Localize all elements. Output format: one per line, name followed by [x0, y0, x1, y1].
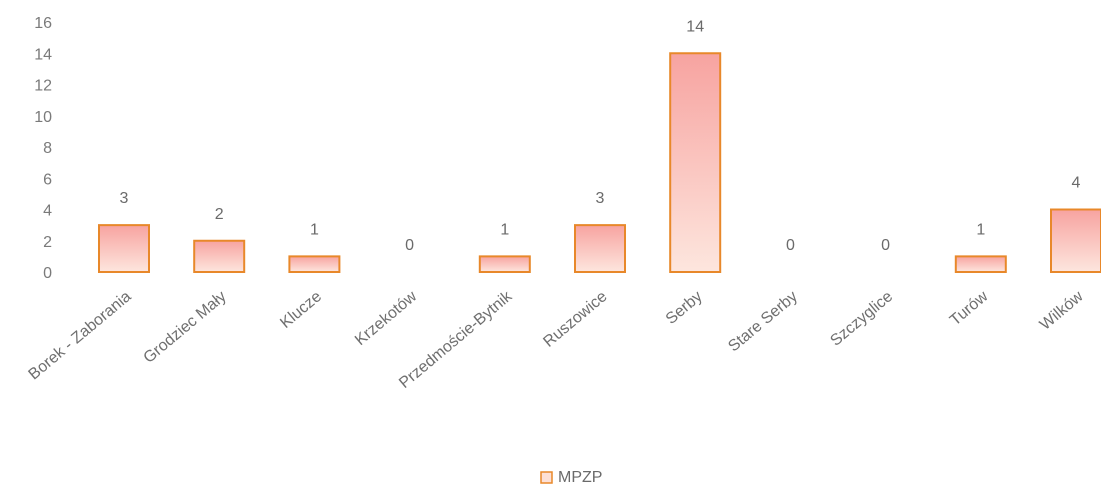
bar: [193, 239, 246, 273]
y-tick-label: 8: [43, 140, 52, 157]
data-label: 4: [1072, 175, 1081, 192]
data-label: 0: [405, 237, 414, 254]
y-tick-label: 4: [43, 203, 52, 220]
x-tick-label: Turów: [947, 288, 992, 330]
data-label: 3: [596, 190, 605, 207]
x-tick-label: Serby: [663, 288, 706, 328]
bar: [574, 224, 626, 273]
x-tick-label: Wilków: [1037, 288, 1087, 334]
x-tick-label: Borek - Zaborania: [26, 288, 135, 383]
bar: [1050, 208, 1101, 273]
y-tick-label: 16: [34, 15, 52, 32]
y-tick-label: 12: [34, 78, 52, 95]
bar: [288, 255, 341, 273]
y-tick-label: 2: [43, 234, 52, 251]
data-label: 2: [215, 206, 224, 223]
legend-swatch: [540, 471, 553, 484]
bar: [954, 255, 1007, 273]
x-tick-label: Krzekotów: [352, 288, 420, 349]
data-label: 0: [881, 237, 890, 254]
y-tick-label: 0: [43, 265, 52, 282]
x-axis: Borek - Zaborania Grodziec Mały Klucze Krze…: [26, 287, 1087, 392]
data-label: 1: [500, 221, 509, 238]
bar: [669, 52, 722, 273]
data-label: 3: [120, 190, 129, 207]
y-tick-label: 10: [34, 109, 52, 126]
x-tick-label: Klucze: [277, 288, 325, 332]
bar: [98, 224, 150, 273]
x-tick-label: Grodziec Mały: [141, 288, 230, 367]
data-label: 0: [786, 237, 795, 254]
bar: [478, 255, 531, 273]
x-tick-label: Szczyglice: [827, 288, 896, 350]
data-label: 14: [686, 18, 704, 35]
y-tick-label: 14: [34, 46, 52, 63]
data-label: 1: [310, 221, 319, 238]
bars: [98, 52, 1101, 273]
x-tick-label: Ruszowice: [540, 288, 610, 351]
y-axis: 0 2 4 6 8 10 12 14 16: [34, 15, 52, 282]
x-tick-label: Stare Serby: [725, 288, 801, 355]
y-tick-label: 6: [43, 171, 52, 188]
legend: MPZP: [540, 469, 602, 486]
data-label: 1: [976, 221, 985, 238]
legend-label-mpzp: MPZP: [558, 469, 602, 484]
